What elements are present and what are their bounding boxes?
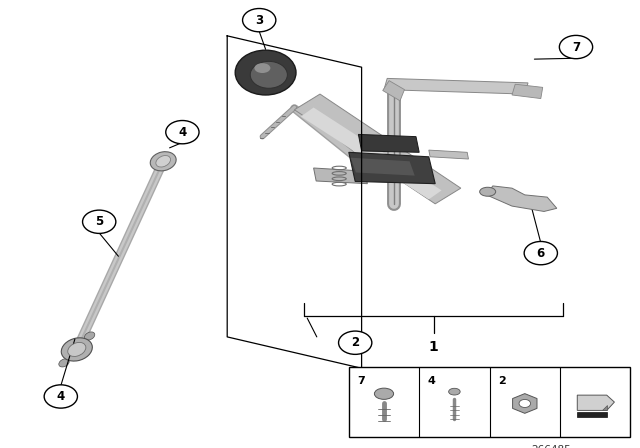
Ellipse shape	[235, 50, 296, 95]
Circle shape	[524, 241, 557, 265]
Text: 2: 2	[351, 336, 359, 349]
Bar	[349, 367, 630, 437]
Polygon shape	[486, 186, 557, 211]
Text: 7: 7	[358, 376, 365, 386]
Ellipse shape	[150, 152, 176, 171]
Text: 2: 2	[499, 376, 506, 386]
Ellipse shape	[68, 342, 86, 357]
Bar	[577, 412, 607, 418]
Text: 4: 4	[428, 376, 436, 386]
Circle shape	[339, 331, 372, 354]
Circle shape	[166, 121, 199, 144]
Circle shape	[519, 400, 531, 408]
Circle shape	[559, 35, 593, 59]
Polygon shape	[358, 134, 419, 152]
Polygon shape	[301, 108, 442, 199]
Polygon shape	[512, 84, 543, 99]
Circle shape	[83, 210, 116, 233]
Polygon shape	[314, 168, 367, 184]
Text: 5: 5	[95, 215, 103, 228]
Polygon shape	[383, 81, 404, 101]
Polygon shape	[577, 395, 614, 410]
Text: 4: 4	[179, 125, 186, 139]
Text: 7: 7	[572, 40, 580, 54]
Ellipse shape	[250, 61, 287, 88]
Circle shape	[44, 385, 77, 408]
Text: 3: 3	[255, 13, 263, 27]
Polygon shape	[351, 158, 415, 176]
Ellipse shape	[374, 388, 394, 399]
Ellipse shape	[480, 187, 496, 196]
Polygon shape	[602, 405, 607, 410]
Text: 4: 4	[57, 390, 65, 403]
Polygon shape	[384, 78, 528, 94]
Ellipse shape	[449, 388, 460, 395]
Polygon shape	[349, 152, 435, 184]
Circle shape	[243, 9, 276, 32]
Polygon shape	[429, 150, 468, 159]
Text: 266485: 266485	[532, 445, 572, 448]
Ellipse shape	[84, 332, 95, 340]
Ellipse shape	[156, 155, 170, 167]
Ellipse shape	[61, 338, 92, 361]
Text: 1: 1	[429, 340, 438, 354]
Ellipse shape	[59, 359, 69, 367]
Polygon shape	[294, 94, 461, 204]
Ellipse shape	[254, 63, 270, 73]
Text: 6: 6	[537, 246, 545, 260]
